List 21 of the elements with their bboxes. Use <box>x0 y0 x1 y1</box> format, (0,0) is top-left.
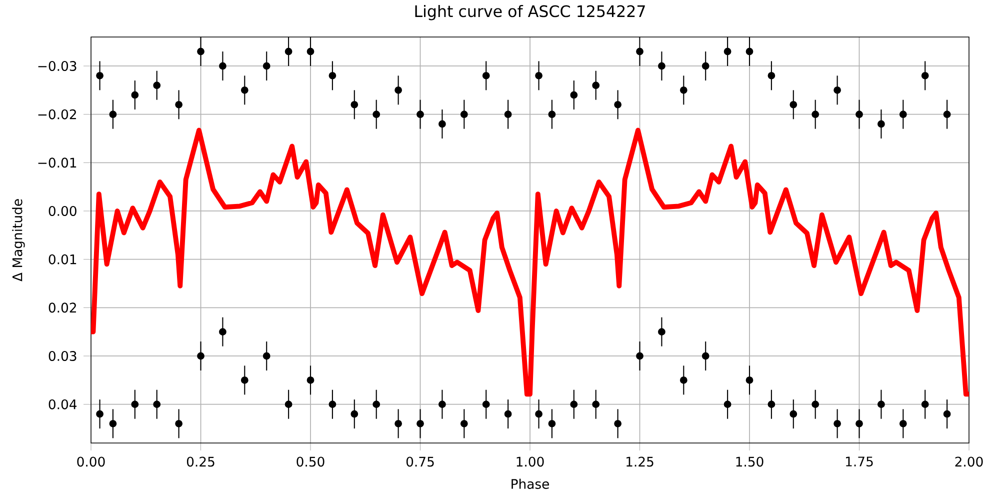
x-tick-label: 0.25 <box>186 456 214 467</box>
line-series <box>91 128 969 397</box>
y-tick-label: 0.04 <box>48 399 77 410</box>
y-axis-title: Δ Magnitude <box>12 199 25 282</box>
y-tick-label: −0.01 <box>38 158 76 168</box>
x-axis-title: Phase <box>512 478 549 489</box>
x-tick-label: 1.75 <box>846 456 873 466</box>
x-tick-label: 1.00 <box>516 456 544 467</box>
y-tick-label: 0.03 <box>48 351 76 361</box>
x-tick-label: 2.00 <box>955 456 983 467</box>
y-tick-label: 0.01 <box>48 254 76 264</box>
x-tick-label: 1.50 <box>736 456 764 467</box>
y-tick-label: 0.02 <box>48 302 76 313</box>
y-tick-label: −0.03 <box>38 61 76 71</box>
x-tick-label: 1.25 <box>626 456 654 467</box>
x-tick-label: 0.50 <box>296 456 324 467</box>
y-tick-label: 0.00 <box>48 206 76 216</box>
x-tick-label: 0.75 <box>406 456 434 467</box>
x-tick-label: 0.00 <box>77 456 105 467</box>
chart-title: Light curve of ASCC 1254227 <box>415 4 645 20</box>
y-tick-label: −0.02 <box>38 109 76 120</box>
